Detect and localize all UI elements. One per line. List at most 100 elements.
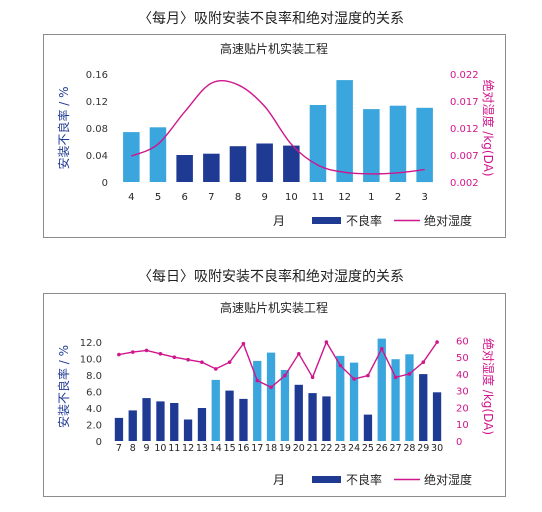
y2-tick-label: 30 — [456, 387, 469, 398]
defect-rate-bar — [294, 384, 303, 441]
defect-rate-bar — [322, 396, 331, 441]
y2-tick-label: 10 — [456, 420, 469, 431]
defect-rate-bar — [389, 105, 407, 182]
y2-tick-label: 0.022 — [450, 70, 479, 81]
humidity-point — [186, 357, 190, 362]
humidity-point — [241, 341, 246, 346]
x-tick-label: 9 — [144, 443, 150, 454]
y2-tick-label: 0.012 — [450, 124, 479, 135]
x-tick-label: 20 — [293, 443, 305, 454]
defect-rate-bar — [336, 80, 353, 182]
humidity-point — [158, 352, 163, 356]
x-tick-label: 2 — [395, 192, 401, 203]
defect-rate-bar — [142, 398, 151, 441]
x-tick-label: 11 — [168, 443, 180, 454]
defect-rate-bar — [149, 127, 167, 182]
monthly-chart: 高速贴片机实装工程 0 0.04 0.08 0.12 0.16 0.002 0.007 0.01… — [56, 41, 496, 228]
daily-chart: 高速贴片机实装工程 0 2.0 4.0 6.0 8.0 10.0 12.0 0 10 20 30 40 5… — [56, 300, 496, 487]
x-tick-label: 18 — [265, 443, 277, 454]
y2-tick-label: 60 — [456, 336, 469, 347]
x-tick-label: 26 — [376, 443, 388, 454]
defect-rate-bar — [211, 379, 220, 441]
x-tick-label: 14 — [210, 443, 222, 454]
legend-bar-label: 不良率 — [346, 472, 382, 487]
x-tick-label: 25 — [362, 443, 374, 454]
defect-rate-bar — [114, 417, 124, 441]
humidity-point — [297, 352, 301, 356]
y2-tick-label: 0.007 — [450, 151, 479, 162]
defect-rate-bar — [256, 143, 273, 182]
defect-rate-bar — [391, 359, 400, 441]
x-axis-title: 月 — [273, 473, 285, 487]
defect-rate-bar — [123, 132, 140, 182]
humidity-point — [117, 352, 121, 357]
defect-rate-bar — [176, 155, 193, 182]
x-tick-label: 28 — [403, 443, 415, 454]
x-tick-label: 29 — [417, 443, 429, 454]
y-tick-label: 0 — [102, 178, 108, 189]
y-tick-label: 12.0 — [80, 338, 102, 349]
y-tick-label: 8.0 — [86, 371, 102, 382]
humidity-line — [131, 80, 425, 175]
y-tick-label: 10.0 — [80, 354, 102, 365]
y2-tick-label: 50 — [456, 353, 469, 364]
x-tick-label: 27 — [390, 443, 402, 454]
defect-rate-bar — [253, 360, 262, 441]
x-tick-label: 6 — [181, 192, 187, 203]
x-tick-label: 11 — [312, 192, 325, 203]
defect-rate-bar — [283, 145, 300, 182]
humidity-point — [352, 377, 356, 381]
x-tick-label: 30 — [431, 443, 443, 454]
x-tick-label: 16 — [237, 443, 249, 454]
x-tick-label: 9 — [261, 192, 267, 203]
x-tick-label: 1 — [368, 192, 374, 203]
humidity-point — [269, 385, 273, 390]
chart-title: 高速贴片机实装工程 — [220, 300, 328, 315]
humidity-line — [118, 340, 438, 389]
y2-tick-label: 0 — [456, 437, 462, 448]
x-tick-label: 3 — [421, 192, 427, 203]
humidity-point — [421, 360, 426, 364]
x-tick-label: 12 — [182, 443, 194, 454]
defect-rate-bar — [203, 153, 220, 182]
humidity-point — [255, 378, 260, 383]
defect-rate-bar — [309, 105, 327, 182]
y-tick-label: 0.12 — [86, 97, 108, 108]
humidity-point — [407, 372, 412, 376]
legend-bar-label: 不良率 — [346, 213, 382, 228]
defect-rate-bar — [128, 410, 137, 441]
x-tick-label: 10 — [154, 443, 166, 454]
x-tick-label: 22 — [320, 443, 332, 454]
defect-rate-bar — [156, 401, 165, 441]
defect-rate-bar — [183, 419, 193, 441]
defect-rate-bar — [197, 408, 207, 441]
y-axis-title: 安装不良率 / % — [56, 86, 71, 169]
humidity-point — [338, 363, 343, 368]
y2-tick-label: 40 — [456, 370, 469, 381]
x-tick-label: 23 — [334, 443, 346, 454]
humidity-point — [172, 355, 177, 359]
humidity-point — [310, 375, 315, 380]
defect-rate-bar — [432, 392, 442, 441]
x-tick-label: 24 — [348, 443, 360, 454]
x-tick-label: 8 — [130, 443, 136, 454]
defect-rate-bar — [405, 354, 414, 441]
defect-rate-bar — [336, 355, 345, 441]
defect-rate-bar — [416, 107, 433, 183]
defect-rate-bar — [266, 352, 276, 441]
defect-rate-bar — [239, 398, 248, 441]
y-tick-label: 0.04 — [86, 151, 108, 162]
chart-title: 高速贴片机实装工程 — [220, 41, 328, 56]
x-tick-label: 12 — [338, 192, 351, 203]
defect-rate-bar — [308, 393, 317, 441]
defect-rate-bar — [170, 403, 179, 441]
x-tick-label: 5 — [155, 192, 161, 203]
y2-axis-title: 绝对湿度 /kg(DA) — [481, 79, 496, 176]
humidity-point — [435, 340, 439, 344]
defect-rate-bar — [377, 338, 386, 441]
x-tick-label: 8 — [235, 192, 241, 203]
legend-bar-swatch — [312, 476, 341, 483]
monthly-heading: 〈每月〉吸附安装不良率和绝对湿度的关系 — [138, 11, 404, 27]
x-tick-label: 13 — [196, 443, 208, 454]
humidity-point — [380, 347, 384, 351]
